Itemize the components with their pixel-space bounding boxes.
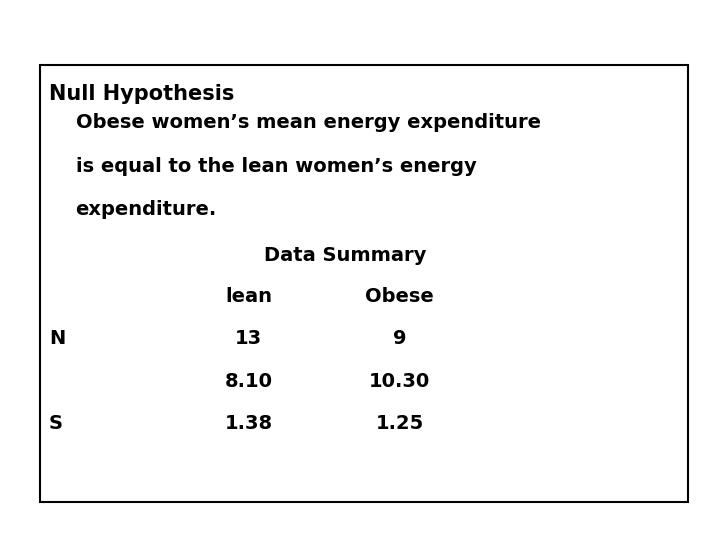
Text: Null Hypothesis: Null Hypothesis [49, 84, 234, 104]
Text: 8.10: 8.10 [225, 372, 272, 390]
FancyBboxPatch shape [40, 65, 688, 502]
Text: 10.30: 10.30 [369, 372, 431, 390]
Text: N: N [49, 329, 66, 348]
Text: S: S [49, 414, 63, 433]
Text: 13: 13 [235, 329, 262, 348]
Text: expenditure.: expenditure. [76, 200, 217, 219]
Text: lean: lean [225, 287, 272, 306]
Text: Data Summary: Data Summary [264, 246, 427, 265]
Text: Obese: Obese [365, 287, 434, 306]
Text: 9: 9 [393, 329, 406, 348]
Text: 1.38: 1.38 [225, 414, 272, 433]
Text: is equal to the lean women’s energy: is equal to the lean women’s energy [76, 157, 477, 176]
Text: 1.25: 1.25 [375, 414, 424, 433]
Text: Obese women’s mean energy expenditure: Obese women’s mean energy expenditure [76, 113, 541, 132]
